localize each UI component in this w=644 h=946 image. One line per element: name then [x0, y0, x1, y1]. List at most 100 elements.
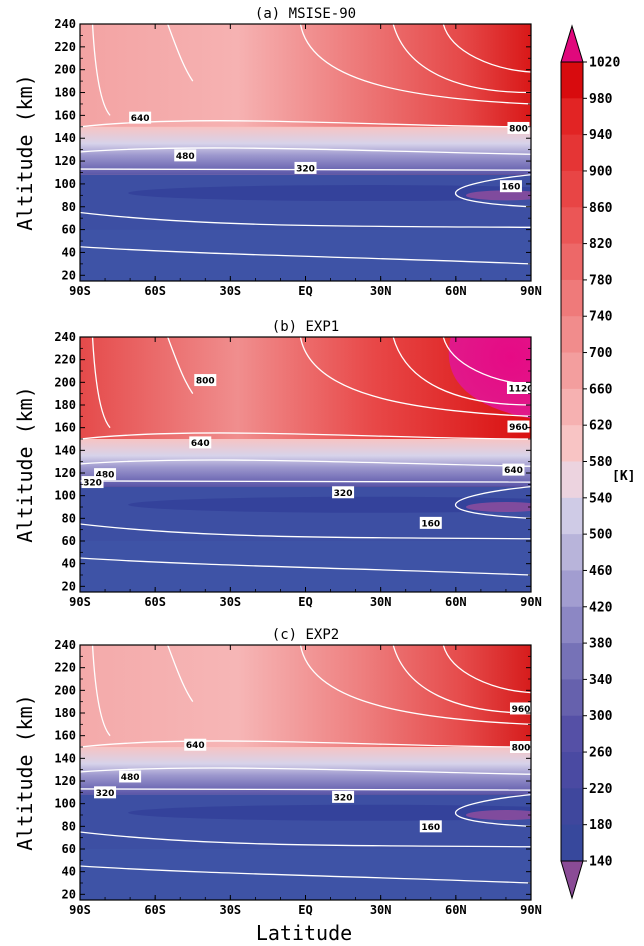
colorbar-label: 940: [589, 128, 613, 143]
y-tick-label: 200: [54, 63, 76, 77]
contour-label-text: 960: [509, 423, 528, 433]
colorbar-label: 700: [589, 346, 613, 361]
colorbar-swatch: [561, 570, 583, 608]
colorbar-label: 980: [589, 92, 613, 107]
contour-label-text: 320: [334, 793, 353, 803]
contour-label: 320: [294, 161, 317, 174]
y-tick-label: 20: [62, 579, 76, 593]
x-tick-label: EQ: [298, 903, 312, 917]
y-tick-label: 220: [54, 353, 76, 367]
x-tick-label: 30N: [370, 284, 392, 298]
x-tick-label: 30N: [370, 595, 392, 609]
colorbar-label: 540: [589, 491, 613, 506]
panel-title: (a) MSISE-90: [255, 6, 356, 22]
contour-line: [392, 337, 531, 406]
contour-line: [80, 523, 531, 540]
x-tick-label: 60N: [445, 903, 467, 917]
y-tick-label: 120: [54, 774, 76, 788]
contour-label-text: 640: [131, 114, 150, 124]
colorbar-label: 340: [589, 673, 613, 688]
colorbar-label: 180: [589, 818, 613, 833]
colorbar-swatch: [561, 715, 583, 753]
colorbar-label: 500: [589, 528, 613, 543]
contour-label: 320: [332, 790, 355, 803]
colorbar-label: 300: [589, 709, 613, 724]
contour-line: [299, 24, 531, 105]
y-tick-label: 140: [54, 131, 76, 145]
x-tick-label: 60N: [445, 284, 467, 298]
contour-label: 800: [507, 121, 530, 134]
y-tick-label: 140: [54, 443, 76, 457]
y-tick-label: 120: [54, 466, 76, 480]
colorbar-label: 580: [589, 455, 613, 470]
colorbar-swatch: [561, 425, 583, 462]
panel-title: (b) EXP1: [272, 319, 339, 335]
y-tick-label: 140: [54, 751, 76, 765]
y-tick-label: 160: [54, 421, 76, 435]
colorbar-label: 420: [589, 600, 613, 615]
colorbar-swatch: [561, 752, 583, 789]
colorbar-swatch: [561, 679, 583, 717]
contour-line: [392, 645, 531, 714]
contour-label-text: 480: [96, 471, 115, 481]
colorbar-extend-low: [560, 860, 584, 900]
y-tick-label: 180: [54, 398, 76, 412]
contour-label: 160: [419, 820, 442, 833]
contour-label-text: 160: [502, 183, 521, 193]
colorbar-label: 660: [589, 382, 613, 397]
contour-line: [80, 480, 531, 483]
contour-label: 800: [509, 741, 531, 754]
y-tick-label: 160: [54, 729, 76, 743]
contour-line: [299, 645, 531, 725]
contour-label: 640: [184, 738, 207, 751]
x-tick-label: EQ: [298, 595, 312, 609]
contour-label-text: 800: [509, 124, 528, 134]
colorbar-swatch: [561, 788, 583, 826]
colorbar-extend-high: [560, 24, 584, 63]
colorbar-swatch: [561, 62, 583, 99]
colorbar-label: 820: [589, 237, 613, 252]
y-tick-label: 80: [62, 200, 76, 214]
contour-line: [392, 24, 531, 94]
colorbar-label: 140: [589, 855, 613, 870]
contour-line: [455, 485, 531, 519]
colorbar-label: 860: [589, 201, 613, 216]
contour-line: [167, 645, 194, 703]
colorbar-swatch: [561, 352, 583, 390]
colorbar-swatch: [561, 643, 583, 680]
contour-label-text: 160: [421, 519, 440, 529]
contour-label: 320: [332, 486, 355, 499]
contour-line: [80, 557, 531, 576]
contour-label-text: 320: [96, 789, 115, 799]
y-tick-label: 160: [54, 108, 76, 122]
contour-line: [80, 432, 531, 440]
y-axis-label: Altitude (km): [13, 694, 37, 851]
contour-line: [167, 24, 194, 82]
y-tick-label: 100: [54, 489, 76, 503]
colorbar-swatch: [561, 243, 583, 281]
x-axis-label: Latitude: [256, 921, 352, 945]
colorbar-label: 620: [589, 419, 613, 434]
contour-label: 1120: [506, 382, 531, 395]
contour-label-text: 160: [421, 823, 440, 833]
x-tick-label: 90S: [69, 284, 91, 298]
x-tick-label: 30S: [219, 595, 241, 609]
contour-line: [91, 645, 111, 737]
y-tick-label: 240: [54, 638, 76, 652]
colorbar-label: 780: [589, 273, 613, 288]
colorbar: 1020 980 940 900 860 820 780 740 700 660 620 580 540…: [560, 24, 620, 900]
y-tick-label: 180: [54, 706, 76, 720]
contour-label: 960: [509, 702, 531, 715]
contour-label: 640: [189, 436, 212, 449]
contour-line: [80, 865, 531, 884]
x-tick-label: 90N: [520, 595, 542, 609]
colorbar-swatch: [561, 388, 583, 426]
contour-label: 320: [94, 786, 117, 799]
colorbar-label: 380: [589, 637, 613, 652]
y-tick-label: 60: [62, 534, 76, 548]
x-tick-label: 90S: [69, 903, 91, 917]
contour-line: [80, 831, 531, 848]
y-tick-label: 60: [62, 223, 76, 237]
contour-line: [455, 793, 531, 827]
